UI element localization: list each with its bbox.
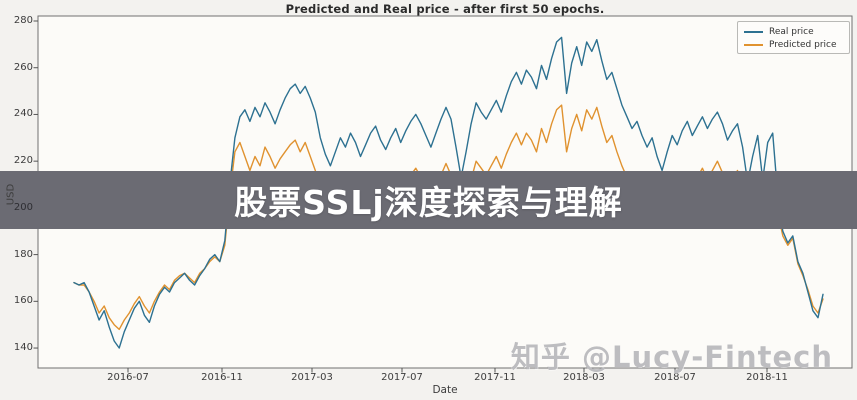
legend-label-predicted: Predicted price xyxy=(769,39,837,50)
x-tick-2016-11: 2016-11 xyxy=(201,372,243,383)
predicted-price-line-swatch-icon xyxy=(744,43,763,46)
y-tick-200-over-banner: 200 xyxy=(13,201,33,213)
legend-item-real: Real price xyxy=(744,25,843,38)
legend: Real price Predicted price xyxy=(737,21,850,54)
x-tick-2016-07: 2016-07 xyxy=(107,372,149,383)
y-tick-220: 220 xyxy=(13,155,33,167)
x-tick-2018-03: 2018-03 xyxy=(563,372,605,383)
y-tick-240: 240 xyxy=(13,108,33,120)
zhihu-watermark: 知乎 @Lucy-Fintech xyxy=(510,340,833,374)
x-axis-label: Date xyxy=(432,384,458,396)
watermark-banner: 股票SSLj深度探索与理解 xyxy=(0,171,857,229)
y-tick-160: 160 xyxy=(13,295,33,307)
legend-item-predicted: Predicted price xyxy=(744,38,843,51)
real-price-line-swatch-icon xyxy=(744,30,763,33)
y-tick-140: 140 xyxy=(13,342,33,354)
axis-tick-marks xyxy=(33,20,768,373)
x-tick-2017-03: 2017-03 xyxy=(291,372,333,383)
y-tick-180: 180 xyxy=(13,248,33,260)
y-tick-260: 260 xyxy=(13,61,33,73)
banner-title: 股票SSLj深度探索与理解 xyxy=(234,183,623,222)
legend-label-real: Real price xyxy=(769,26,814,37)
chart-title: Predicted and Real price - after first 5… xyxy=(285,2,605,16)
y-tick-280: 280 xyxy=(13,15,33,26)
x-tick-2018-07: 2018-07 xyxy=(654,372,696,383)
x-tick-2017-11: 2017-11 xyxy=(474,372,516,383)
x-tick-2018-11: 2018-11 xyxy=(746,372,788,383)
real-price-line xyxy=(73,36,824,349)
x-tick-2017-07: 2017-07 xyxy=(381,372,423,383)
